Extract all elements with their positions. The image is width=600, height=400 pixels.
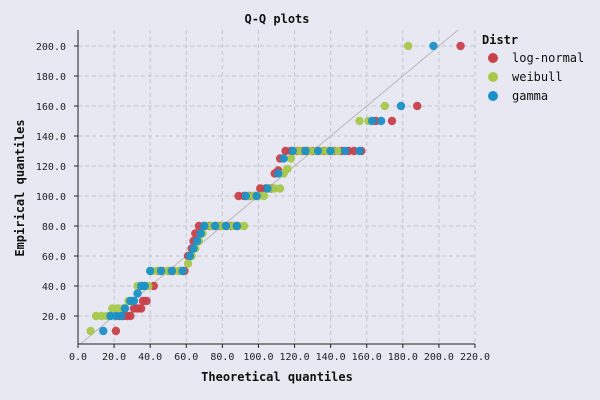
scatter-points bbox=[86, 41, 465, 336]
data-point bbox=[232, 221, 241, 231]
x-tick-label: 120.0 bbox=[279, 352, 309, 363]
x-tick-label: 200.0 bbox=[424, 352, 454, 363]
y-tick-label: 60.0 bbox=[42, 252, 66, 263]
data-point bbox=[376, 116, 386, 126]
x-tick-label: 0.0 bbox=[69, 352, 87, 363]
legend-marker bbox=[488, 53, 498, 63]
x-tick-label: 60.0 bbox=[174, 352, 198, 363]
data-point bbox=[117, 311, 126, 321]
data-point bbox=[274, 169, 283, 178]
legend-item-gamma: gamma bbox=[488, 89, 548, 103]
data-point bbox=[241, 191, 251, 201]
data-point bbox=[404, 41, 413, 51]
axes bbox=[77, 30, 475, 345]
x-tick-label: 20.0 bbox=[102, 352, 126, 363]
data-point bbox=[387, 116, 397, 126]
data-point bbox=[111, 326, 121, 336]
data-point bbox=[413, 101, 422, 111]
y-ticks: 20.0 40.0 60.0 80.0 100.0 120.0 140.0 160.0 180.… bbox=[36, 42, 78, 323]
data-point bbox=[259, 191, 269, 201]
data-point bbox=[279, 154, 288, 163]
y-tick-label: 120.0 bbox=[36, 162, 66, 173]
y-tick-label: 160.0 bbox=[36, 102, 66, 113]
legend-label: gamma bbox=[512, 89, 548, 103]
data-point bbox=[133, 289, 142, 298]
data-point bbox=[252, 191, 261, 201]
data-point bbox=[192, 236, 202, 246]
data-point bbox=[221, 221, 231, 231]
x-tick-label: 140.0 bbox=[316, 352, 346, 363]
legend-item-weibull: weibull bbox=[488, 70, 563, 84]
data-point bbox=[126, 311, 135, 321]
data-point bbox=[189, 244, 198, 253]
data-point bbox=[429, 41, 438, 51]
chart-title: Q-Q plots bbox=[244, 12, 309, 26]
legend-item-log-normal: log-normal bbox=[488, 51, 584, 65]
x-ticks: 0.0 20.0 40.0 60.0 80.0 100.0 120.0 140.0 160.0 1… bbox=[69, 344, 490, 363]
data-point bbox=[456, 41, 465, 51]
data-point bbox=[183, 259, 193, 268]
x-tick-label: 220.0 bbox=[460, 352, 490, 363]
legend-title: Distr bbox=[482, 33, 518, 47]
data-point bbox=[239, 221, 249, 231]
legend-label: weibull bbox=[512, 70, 563, 84]
x-tick-label: 160.0 bbox=[352, 352, 382, 363]
data-point bbox=[275, 184, 285, 193]
data-point bbox=[120, 304, 130, 313]
y-tick-label: 40.0 bbox=[42, 282, 66, 293]
y-tick-label: 200.0 bbox=[36, 42, 66, 53]
data-point bbox=[167, 266, 177, 276]
data-point bbox=[283, 164, 292, 174]
data-point bbox=[355, 116, 364, 126]
data-point bbox=[129, 296, 139, 306]
data-point bbox=[396, 101, 406, 111]
x-tick-label: 40.0 bbox=[138, 352, 162, 363]
data-point bbox=[156, 266, 166, 276]
data-point bbox=[210, 221, 220, 231]
series-gamma bbox=[99, 41, 438, 336]
data-point bbox=[99, 326, 108, 336]
data-point bbox=[288, 146, 297, 156]
y-tick-label: 140.0 bbox=[36, 132, 66, 143]
y-tick-label: 180.0 bbox=[36, 72, 66, 83]
y-tick-label: 100.0 bbox=[36, 192, 66, 203]
legend-marker bbox=[488, 91, 498, 101]
grid-lines bbox=[77, 30, 476, 344]
y-tick-label: 80.0 bbox=[42, 222, 66, 233]
data-point bbox=[301, 146, 310, 156]
data-point bbox=[367, 116, 377, 126]
data-point bbox=[196, 229, 205, 238]
data-point bbox=[178, 266, 187, 276]
data-point bbox=[313, 146, 323, 156]
plot-area: 0.0 20.0 40.0 60.0 80.0 100.0 120.0 140.0 160.0 1… bbox=[36, 29, 490, 363]
data-point bbox=[136, 304, 146, 313]
data-point bbox=[145, 266, 155, 276]
data-point bbox=[333, 146, 343, 156]
data-point bbox=[355, 146, 364, 156]
x-tick-label: 80.0 bbox=[210, 352, 234, 363]
legend-items: log-normal weibull gamma bbox=[488, 51, 584, 103]
data-point bbox=[286, 154, 296, 163]
data-point bbox=[326, 146, 335, 156]
data-point bbox=[380, 101, 389, 111]
data-point bbox=[142, 296, 151, 306]
x-tick-label: 100.0 bbox=[243, 352, 273, 363]
data-point bbox=[86, 326, 95, 336]
y-tick-label: 20.0 bbox=[42, 312, 66, 323]
data-point bbox=[263, 184, 272, 193]
legend: Distr log-normal weibull gamma bbox=[482, 33, 584, 103]
x-axis-title: Theoretical quantiles bbox=[201, 370, 353, 384]
y-axis-title: Empirical quantiles bbox=[13, 119, 27, 256]
data-point bbox=[185, 251, 195, 261]
legend-label: log-normal bbox=[512, 51, 584, 65]
data-point bbox=[200, 221, 209, 231]
data-point bbox=[140, 281, 149, 291]
legend-marker bbox=[488, 72, 498, 82]
x-tick-label: 180.0 bbox=[388, 352, 418, 363]
data-point bbox=[340, 146, 350, 156]
